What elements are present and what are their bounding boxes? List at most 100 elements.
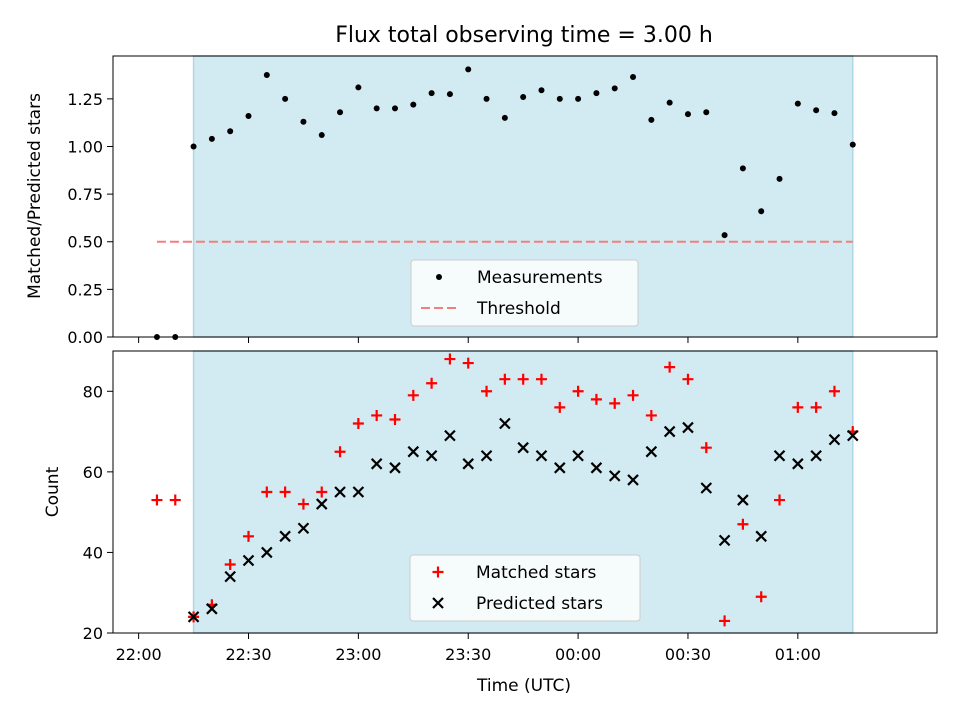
measurement-point [190, 143, 197, 150]
predicted-star-point [389, 462, 401, 474]
matched-star-point [517, 373, 529, 385]
legend-box [410, 259, 639, 327]
matched-star-point [279, 486, 291, 498]
measurement-point [611, 85, 618, 92]
predicted-star-point [590, 462, 603, 474]
y-tick-label: 1.25 [67, 90, 103, 109]
predicted-star-point [645, 445, 658, 458]
matched-star-point [700, 442, 712, 454]
predicted-star-point [572, 449, 584, 462]
predicted-star-point [608, 470, 621, 482]
measurement-point [428, 90, 435, 97]
measurement-point [648, 116, 655, 123]
measurement-point [337, 109, 344, 116]
predicted-star-point [425, 449, 438, 462]
x-tick-label: 01:00 [775, 645, 821, 664]
measurement-point [465, 66, 472, 73]
y-tick-label: 0.50 [67, 233, 103, 252]
predicted-star-point [846, 429, 859, 442]
panel-ratio: 0.00 0.25 0.50 0.75 1.00 1.25 Measurements Thre… [67, 55, 938, 347]
x-tick-label: 00:30 [665, 645, 711, 664]
matched-star-point [554, 401, 566, 413]
legend-entry-label: Predicted stars [476, 594, 603, 614]
measurement-point [538, 87, 545, 94]
matched-star-point [151, 494, 163, 506]
y-tick-label: 0.00 [67, 328, 103, 347]
matched-star-point [645, 409, 657, 421]
measurement-point [318, 132, 325, 139]
matched-star-point [334, 446, 346, 458]
measurement-point [355, 84, 362, 91]
measurement-point [721, 232, 728, 239]
y-tick-label: 40 [83, 543, 103, 562]
matched-star-point [297, 498, 309, 510]
ylabel-ratio: Matched/Predicted stars [25, 93, 45, 299]
y-tick-label: 0.75 [67, 185, 103, 204]
legend-count: Matched stars Predicted stars [409, 554, 641, 622]
matched-star-point [535, 373, 547, 385]
legend-entry-label: Matched stars [476, 563, 596, 583]
measurement-point [849, 141, 856, 148]
matched-star-point [792, 401, 804, 413]
matched-star-point [316, 486, 328, 498]
x-tick-label: 22:00 [116, 645, 162, 664]
matched-star-point [737, 518, 749, 530]
legend-box [409, 554, 641, 622]
predicted-star-point [462, 458, 475, 470]
matched-star-point [389, 413, 401, 425]
y-tick-label: 80 [83, 382, 103, 401]
predicted-legend-marker [432, 597, 444, 609]
measurement-point [520, 93, 527, 100]
measurement-point [501, 114, 508, 121]
matched-star-point [810, 401, 822, 413]
x-tick-label: 23:30 [445, 645, 491, 664]
predicted-star-point [718, 534, 731, 547]
predicted-star-point [279, 530, 291, 543]
matched-star-point [481, 385, 493, 397]
measurement-point [263, 72, 270, 79]
measurement-point [593, 90, 600, 97]
matched-star-point [261, 486, 273, 498]
matched-star-point [664, 361, 676, 373]
measurement-point [410, 101, 417, 108]
predicted-star-point [700, 482, 713, 494]
legend-entry-label: Measurements [477, 268, 603, 288]
x-tick-label: 23:00 [335, 645, 381, 664]
predicted-star-point [682, 421, 694, 434]
axes-frame-count [112, 350, 938, 634]
predicted-star-point [315, 498, 328, 510]
matched-star-point [371, 409, 383, 421]
measurement-point [630, 73, 637, 80]
legend-entry-label: Threshold [476, 299, 561, 319]
predicted-star-point [535, 449, 548, 462]
measurement-point [575, 95, 582, 102]
x-tick-label: 00:00 [555, 645, 601, 664]
ylabel-count: Count [43, 466, 63, 517]
predicted-star-point [352, 486, 365, 498]
measurement-point [813, 107, 820, 114]
measurement-point [666, 99, 673, 106]
measurement-point [227, 128, 234, 135]
predicted-star-point [810, 449, 822, 462]
predicted-star-point [480, 449, 493, 462]
matched-star-point [352, 418, 364, 430]
matched-star-point [224, 559, 236, 571]
panel-counts: 20 40 60 80 22:00 22:30 23:00 23:30 00:00 00:30 01… [83, 350, 938, 664]
matched-star-point [682, 373, 694, 385]
measurement-point [483, 95, 490, 102]
measurement-point [208, 135, 215, 142]
predicted-star-point [792, 458, 804, 470]
predicted-star-point [407, 445, 420, 458]
measurement-point [373, 105, 380, 112]
matched-star-point [828, 385, 840, 397]
y-tick-label: 1.00 [67, 137, 103, 156]
x-tick-label: 22:30 [225, 645, 271, 664]
matched-star-point [755, 591, 767, 603]
predicted-star-point [242, 554, 255, 567]
predicted-star-point [187, 611, 200, 623]
measurement-point [556, 95, 563, 102]
predicted-star-point [828, 433, 841, 446]
predicted-star-point [334, 486, 346, 498]
measurement-point [446, 91, 453, 98]
predicted-star-point [627, 474, 639, 486]
